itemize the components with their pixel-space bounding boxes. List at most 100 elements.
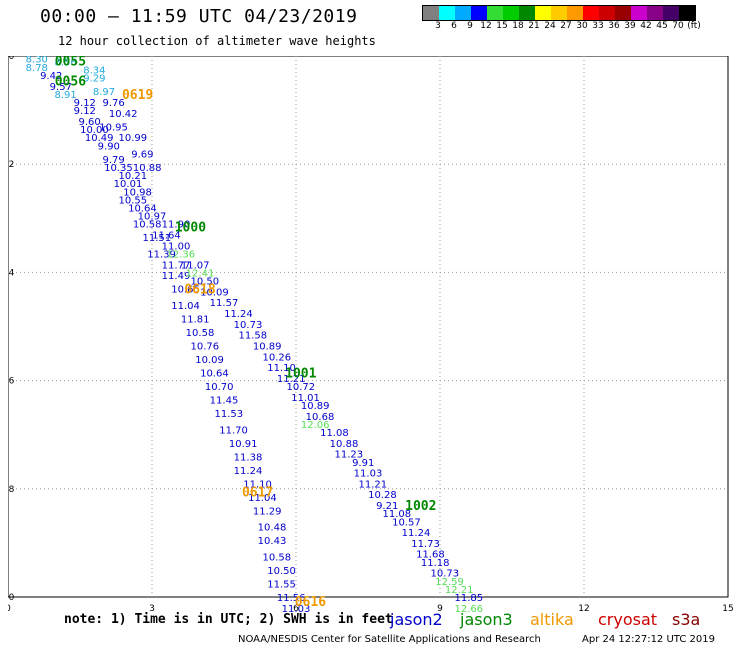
- track-label: 0619: [122, 88, 153, 103]
- y-tick-label: -44: [8, 268, 15, 278]
- legend-label: 6: [451, 21, 457, 31]
- y-tick-label: -42: [8, 160, 14, 170]
- wave-height-value: 10.58: [262, 552, 291, 563]
- wave-height-value: 10.57: [392, 517, 421, 528]
- wave-height-value: 11.81: [181, 314, 210, 325]
- wave-height-value: 10.35: [104, 163, 133, 174]
- legend-label: 27: [560, 21, 572, 31]
- legend-label: 3: [435, 21, 441, 31]
- legend-swatch: [503, 6, 519, 20]
- legend-label: 39: [624, 21, 636, 31]
- wave-height-value: 10.50: [190, 277, 219, 288]
- legend-swatch: [615, 6, 631, 20]
- legend-swatch: [423, 6, 439, 20]
- legend-swatch: [631, 6, 647, 20]
- legend-jason2: jason2: [390, 610, 443, 629]
- wave-height-value: 11.85: [454, 593, 483, 604]
- wave-height-value: 11.38: [234, 452, 263, 463]
- wave-height-value: 10.73: [430, 569, 459, 580]
- wave-height-value: 10.50: [267, 566, 296, 577]
- wave-height-value: 11.39: [147, 249, 176, 260]
- wave-height-value: 11.03: [282, 604, 311, 615]
- track-label: 1000: [175, 220, 206, 235]
- wave-height-value: 11.55: [267, 579, 296, 590]
- wave-height-value: 10.01: [114, 179, 143, 190]
- chart-subtitle: 12 hour collection of altimeter wave hei…: [58, 34, 376, 48]
- wave-height-value: 10.89: [301, 401, 330, 412]
- wave-height-value: 11.08: [382, 509, 411, 520]
- legend-swatch: [487, 6, 503, 20]
- wave-height-value: 9.60: [78, 117, 100, 128]
- track-label: 0056: [55, 74, 86, 89]
- wave-height-value: 9.12: [74, 106, 96, 117]
- legend-swatch: [439, 6, 455, 20]
- wave-height-value: 11.07: [181, 260, 210, 271]
- wave-height-value: 10.48: [258, 523, 287, 534]
- wave-height-value: 11.24: [224, 309, 253, 320]
- wave-height-value: 11.90: [162, 220, 191, 231]
- wave-height-value: 10.76: [190, 341, 219, 352]
- wave-height-value: 10.70: [205, 382, 234, 393]
- legend-s3a: s3a: [672, 610, 701, 629]
- wave-height-value: 10.97: [138, 212, 167, 223]
- legend-label: 12: [480, 21, 492, 31]
- x-tick-label: 9: [437, 604, 443, 614]
- legend-swatch: [471, 6, 487, 20]
- x-tick-label: 0: [8, 604, 11, 614]
- color-legend: [422, 5, 696, 21]
- wave-height-value: 10.95: [99, 122, 128, 133]
- wave-height-value: 10.99: [118, 133, 147, 144]
- wave-height-value: 11.70: [219, 425, 248, 436]
- footer-note: note: 1) Time is in UTC; 2) SWH is in fe…: [64, 612, 393, 627]
- wave-height-value: 9.90: [98, 141, 120, 152]
- wave-height-value: 10.09: [200, 287, 229, 298]
- legend-swatch: [551, 6, 567, 20]
- wave-height-value: 9.91: [352, 458, 374, 469]
- wave-height-value: 11.24: [234, 466, 263, 477]
- plot-frame: [8, 56, 729, 598]
- wave-height-value: 8.78: [26, 63, 48, 74]
- x-tick-label: 6: [293, 604, 299, 614]
- wave-height-value: 10.00: [80, 125, 109, 136]
- legend-swatch: [599, 6, 615, 20]
- wave-height-value: 11.56: [277, 593, 306, 604]
- y-tick-label: -40: [8, 56, 15, 62]
- wave-height-value: 9.69: [131, 149, 153, 160]
- wave-height-value: 10.42: [109, 109, 138, 120]
- legend-label: 9: [467, 21, 473, 31]
- legend-swatch: [535, 6, 551, 20]
- wave-height-value: 10.68: [306, 412, 335, 423]
- track-label: 0055: [55, 56, 86, 69]
- wave-height-value: 10.89: [253, 341, 282, 352]
- wave-height-value: 10.26: [262, 352, 291, 363]
- wave-height-value: 10.91: [229, 439, 258, 450]
- legend-label: 18: [512, 21, 524, 31]
- x-tick-label: 15: [722, 604, 733, 614]
- legend-label: 15: [496, 21, 508, 31]
- wave-height-value: 11.01: [291, 393, 320, 404]
- wave-height-value: 10.88: [133, 163, 162, 174]
- legend-swatch: [455, 6, 471, 20]
- track-label: 0618: [184, 283, 215, 298]
- wave-height-value: 9.76: [102, 98, 124, 109]
- wave-height-value: 10.73: [234, 320, 263, 331]
- wave-height-value: 11.45: [210, 396, 239, 407]
- wave-height-plot: 0 3 6 9 12 15 -40 -42 -44 -46 -48 -50 8.30 8.56 8.34 8.…: [8, 56, 734, 615]
- wave-height-value: 11.04: [248, 493, 277, 504]
- wave-height-value: 11.29: [253, 506, 282, 517]
- wave-height-value: 10.64: [200, 368, 229, 379]
- legend-label: 42: [640, 21, 652, 31]
- wave-height-value: 11.49: [162, 271, 191, 282]
- track-label: 0616: [295, 595, 326, 610]
- wave-height-value: 10.49: [85, 133, 114, 144]
- wave-height-value: 10.21: [118, 171, 147, 182]
- wave-height-value: 8.34: [83, 66, 105, 77]
- wave-height-value: 11.21: [277, 374, 306, 385]
- wave-height-value: 9.79: [102, 155, 124, 166]
- wave-height-value: 11.58: [238, 331, 267, 342]
- wave-height-value: 11.57: [210, 298, 239, 309]
- wave-height-value: 10.64: [128, 203, 157, 214]
- chart-title: 00:00 — 11:59 UTC 04/23/2019: [40, 6, 358, 27]
- wave-height-value: 9.12: [74, 98, 96, 109]
- wave-height-value: 11.77: [162, 260, 191, 271]
